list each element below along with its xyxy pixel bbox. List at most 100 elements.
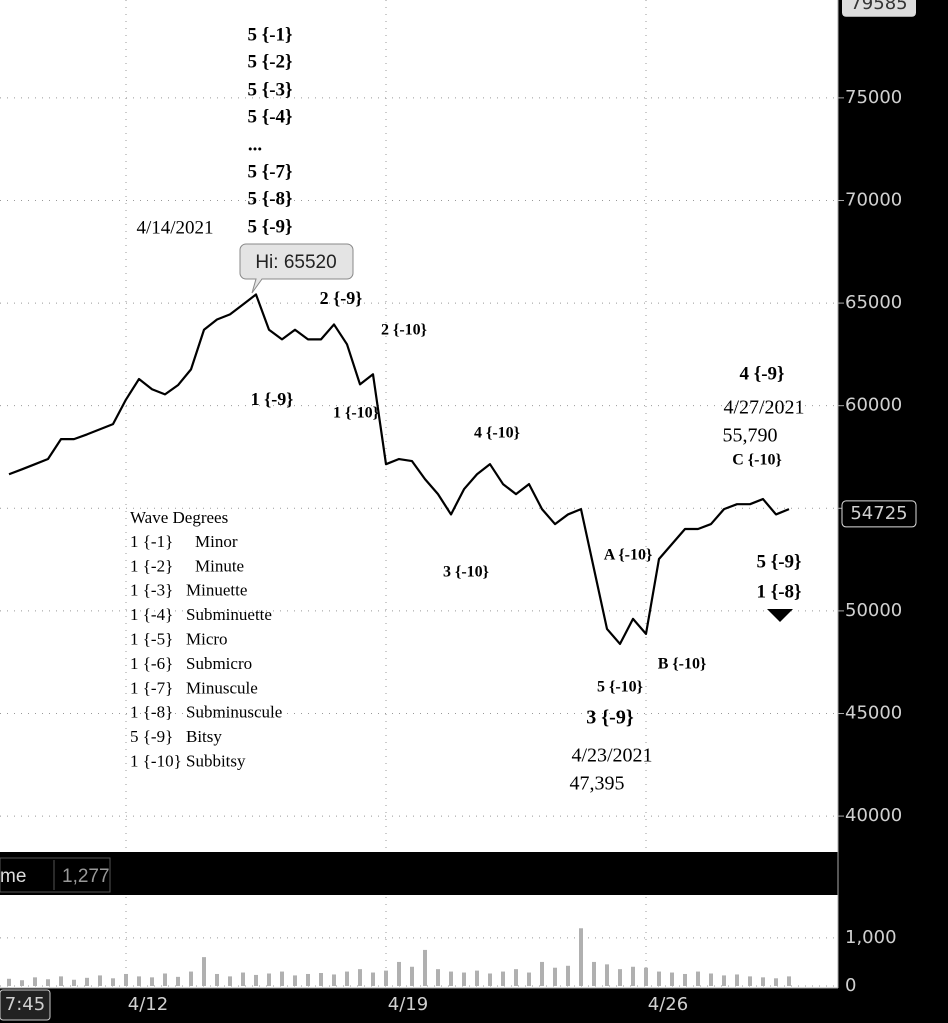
callout-box [239,243,354,294]
volume-bar [137,976,141,986]
annotation: 2 {-10} [381,322,427,339]
annotation: 5 {-10} [597,679,643,696]
volume-bar [462,972,466,986]
annotation: 4 {-9} [739,363,784,384]
legend-name: Submicro [186,654,252,673]
y-tick-label: 70000 [845,189,902,210]
last-price-box [841,500,917,528]
annotation: 4 {-10} [474,425,520,442]
legend-name: Bitsy [186,727,222,746]
volume-tick-label: 1,000 [845,927,897,948]
y-tick-label: 40000 [845,805,902,826]
annotation: 2 {-9} [320,288,363,308]
volume-bar [553,967,557,986]
y-tick-label: 75000 [845,87,902,108]
volume-bar [540,961,544,986]
annotation: 3 {-9} [586,707,634,729]
volume-bar [683,973,687,986]
wave-degrees: Wave Degrees 1 {-1} Minor 1 {-2} Minute 1 {-… [130,508,282,771]
legend-degree: 1 {-7} [130,678,173,697]
annotation: 3 {-10} [443,564,489,581]
volume-bar [644,967,648,986]
volume-bar [319,973,323,986]
volume-bar [410,966,414,986]
volume-bar [436,969,440,986]
volume-bar [215,973,219,986]
volume-bar [59,976,63,986]
annotations: 5 {-1} 5 {-2} 5 {-3} 5 {-4}... 5 {-7} 5 {-8} 5… [136,24,804,794]
volume-bar [475,970,479,986]
legend-degree: 1 {-4} [130,605,173,624]
legend-degree: 5 {-9} [130,727,173,746]
annotation: A {-10} [604,547,653,564]
annotation: 5 {-3} [247,79,292,100]
volume-bar [371,972,375,986]
axes: 4000045000500005500060000650007000075000… [128,0,917,1015]
high-callout: Hi: 65520 [239,243,354,294]
volume-bar [280,971,284,986]
volume-bar [7,978,11,986]
volume-bar [592,961,596,986]
volume-bar [46,979,50,986]
annotation: 4/14/2021 [136,217,213,238]
volume-title: me [0,866,26,887]
annotation: 1 {-9} [251,389,294,409]
volume-bar [150,977,154,986]
legend-name: Minor [195,532,238,551]
volume-bar [332,974,336,986]
volume-bar [761,977,765,986]
annotation: 1 {-10} [333,405,379,422]
scale-top-box [842,0,916,17]
volume-bar [774,978,778,986]
volume-bar [345,971,349,986]
volume-header-box [0,857,111,893]
volume-bar [202,957,206,986]
volume-header [0,856,838,894]
legend-degree: 1 {-3} [130,581,173,600]
legend-degree: 1 {-10} [130,752,182,771]
volume-bar [787,976,791,986]
volume-bar [85,977,89,986]
last-price: 54725 [850,503,907,524]
legend-name: Micro [186,630,228,649]
annotation: 55,790 [723,425,778,447]
x-tick-label: 4/26 [648,994,688,1015]
volume-bar [709,973,713,986]
legend-name: Minute [195,556,244,575]
volume-bar [293,975,297,986]
volume-bar [33,977,37,986]
volume-bar [267,973,271,986]
x-tick-label: 4/19 [388,994,428,1015]
legend-degree: 1 {-8} [130,703,173,722]
volume-bar [566,965,570,986]
volume-tick-label: 0 [845,975,856,996]
legend-name: Subminuette [186,605,272,624]
volume-bar [748,976,752,986]
y-tick-label: 60000 [845,395,902,416]
price-line [8,293,790,646]
y-tick-label: 45000 [845,702,902,723]
volume-bar [527,972,531,986]
volume-bar [163,973,167,986]
volume-bar [618,969,622,986]
volume-bar [20,980,24,986]
down-arrow [767,609,793,622]
annotation: 5 {-2} [247,51,292,72]
volume-bar [241,972,245,986]
volume-bar [397,961,401,986]
marks [7,293,791,986]
annotation: 1 {-8} [756,581,801,602]
volume-bar [579,928,583,986]
annotation: 5 {-9} [247,216,292,237]
volume-bar [488,973,492,986]
annotation: 4/27/2021 [723,397,804,419]
annotation: 5 {-9} [756,551,801,572]
volume-bar [670,972,674,986]
volume-bar [514,969,518,986]
annotation: 5 {-4} [247,106,292,127]
high-label: Hi: 65520 [255,252,336,273]
time-box [0,989,51,1021]
legend-name: Minuscule [186,678,258,697]
